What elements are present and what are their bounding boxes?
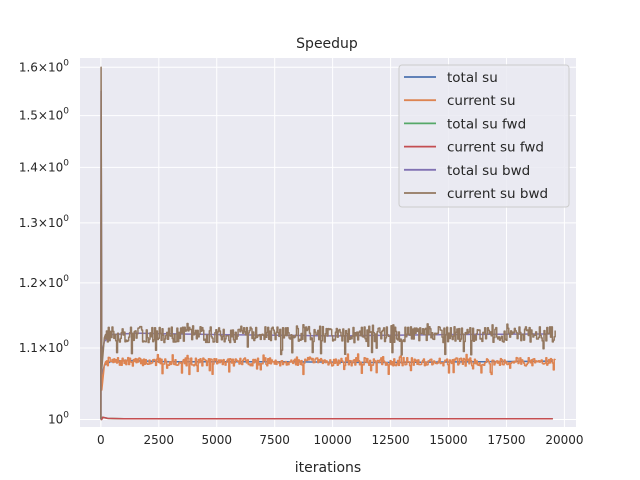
x-tick-label: 15000: [429, 433, 467, 447]
y-tick-label: 1.3×100: [19, 214, 69, 230]
y-tick-label: 1.2×100: [19, 274, 69, 290]
x-tick-label: 10000: [314, 433, 352, 447]
legend-label: total su: [447, 70, 498, 86]
legend-label: current su fwd: [447, 140, 544, 156]
y-tick-label: 1.4×100: [19, 158, 69, 174]
y-tick-label: 1.6×100: [19, 58, 69, 74]
x-tick-label: 17500: [487, 433, 525, 447]
x-tick-label: 2500: [144, 433, 175, 447]
y-tick-label: 100: [48, 410, 69, 426]
legend-label: total su fwd: [447, 116, 526, 132]
x-tick-label: 20000: [545, 433, 583, 447]
legend: total su current su total su fwd current su…: [398, 64, 570, 208]
x-axis-label: iterations: [295, 460, 361, 476]
legend-label: total su bwd: [447, 163, 530, 179]
y-tick-label: 1.1×100: [19, 339, 69, 355]
y-axis-ticks: 100 1.1×100 1.2×100 1.3×100 1.4×100 1.5×100 1.…: [19, 58, 69, 426]
chart-title: Speedup: [296, 36, 358, 52]
series-line-5: [100, 66, 556, 420]
y-tick-label: 1.5×100: [19, 107, 69, 123]
x-tick-label: 7500: [259, 433, 290, 447]
x-tick-label: 5000: [201, 433, 232, 447]
legend-label: current su: [447, 93, 516, 109]
legend-label: current su bwd: [447, 186, 548, 202]
legend-box: [398, 64, 570, 208]
series-line-3: [100, 416, 553, 421]
x-tick-label: 12500: [371, 433, 409, 447]
x-tick-label: 0: [97, 433, 105, 447]
series-layer: [100, 66, 556, 421]
series-line-1: [100, 193, 556, 420]
x-axis-ticks: 0 2500 5000 7500 10000 12500 15000 17500 20000: [97, 433, 583, 447]
